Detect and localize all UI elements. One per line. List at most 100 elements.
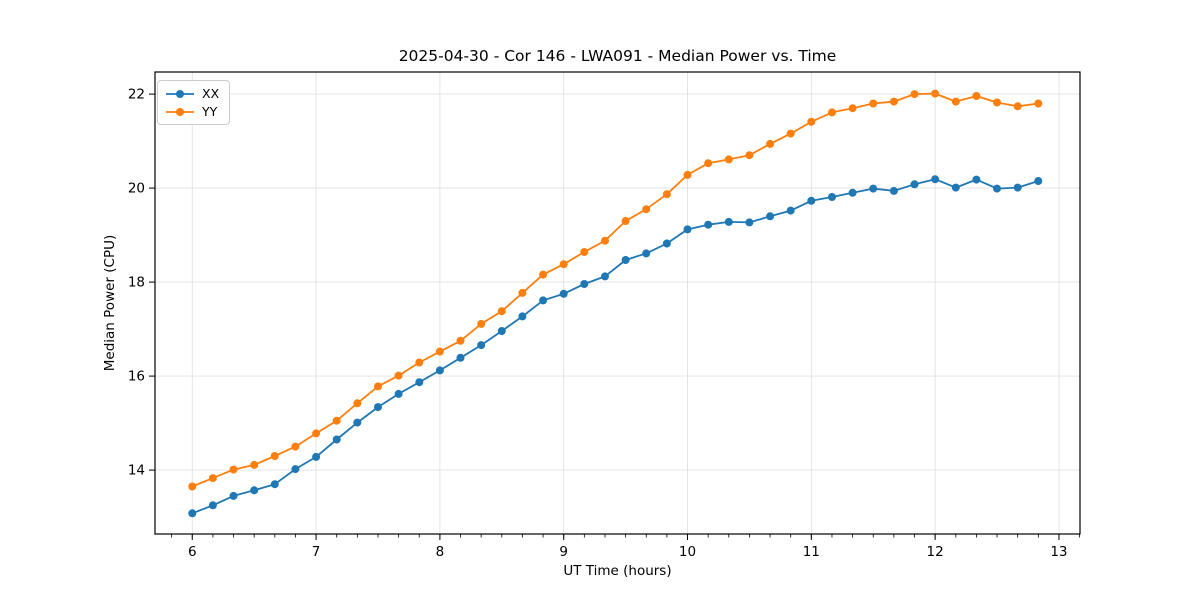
data-point-xx bbox=[312, 452, 321, 461]
data-point-yy bbox=[539, 270, 548, 279]
chart-title: 2025-04-30 - Cor 146 - LWA091 - Median P… bbox=[398, 47, 837, 65]
data-point-yy bbox=[662, 190, 671, 199]
data-point-yy bbox=[374, 382, 382, 391]
data-point-xx bbox=[889, 186, 898, 195]
data-point-xx bbox=[497, 327, 506, 335]
legend-label-xx: XX bbox=[202, 86, 220, 101]
data-point-xx bbox=[188, 509, 197, 518]
data-point-xx bbox=[910, 180, 919, 189]
data-point-xx bbox=[786, 206, 795, 215]
x-tick-label: 10 bbox=[679, 544, 696, 560]
data-point-xx bbox=[766, 212, 775, 221]
data-point-yy bbox=[1013, 102, 1022, 111]
data-point-xx bbox=[683, 225, 692, 234]
data-point-yy bbox=[642, 205, 651, 214]
data-point-yy bbox=[188, 482, 197, 491]
data-point-xx bbox=[1034, 177, 1043, 185]
data-point-xx bbox=[848, 188, 857, 197]
data-point-yy bbox=[601, 236, 609, 245]
x-tick-label: 7 bbox=[312, 544, 321, 560]
legend-label-yy: YY bbox=[202, 104, 218, 119]
data-point-xx bbox=[456, 353, 465, 362]
x-tick-label: 9 bbox=[559, 544, 568, 560]
legend-line-marker-yy-icon bbox=[166, 107, 194, 116]
data-point-xx bbox=[580, 280, 589, 288]
data-point-yy bbox=[931, 89, 940, 98]
series-yy bbox=[188, 89, 1043, 491]
data-point-xx bbox=[270, 480, 279, 489]
y-ticks: 14 16 18 20 22 bbox=[128, 87, 155, 479]
x-tick-label: 13 bbox=[1050, 544, 1067, 560]
y-tick-label: 14 bbox=[128, 463, 145, 479]
data-point-xx bbox=[931, 175, 940, 184]
data-point-xx bbox=[828, 193, 836, 201]
data-point-yy bbox=[518, 288, 527, 297]
data-point-xx bbox=[332, 435, 341, 444]
data-point-yy bbox=[580, 248, 589, 256]
x-ticks: 6 7 8 9 10 11 12 13 bbox=[188, 534, 1068, 560]
data-point-yy bbox=[704, 159, 713, 168]
x-axis-label: UT Time (hours) bbox=[563, 563, 672, 579]
data-point-yy bbox=[208, 474, 217, 483]
y-tick-label: 18 bbox=[128, 275, 145, 291]
data-point-yy bbox=[807, 117, 816, 126]
data-point-xx bbox=[951, 183, 960, 192]
data-point-yy bbox=[353, 399, 362, 408]
x-tick-label: 8 bbox=[436, 544, 445, 560]
data-point-xx bbox=[621, 256, 630, 264]
y-axis-label: Median Power (CPU) bbox=[102, 234, 118, 372]
data-point-yy bbox=[250, 460, 259, 469]
plot-border bbox=[154, 71, 1081, 535]
data-point-yy bbox=[270, 452, 279, 460]
data-point-xx bbox=[291, 465, 300, 474]
data-point-xx bbox=[724, 217, 733, 226]
x-tick-label: 11 bbox=[803, 544, 820, 560]
data-point-yy bbox=[869, 99, 878, 108]
y-tick-label: 16 bbox=[128, 369, 145, 385]
data-point-xx bbox=[704, 220, 713, 229]
data-point-yy bbox=[828, 108, 836, 117]
series-xx bbox=[188, 175, 1043, 518]
data-point-yy bbox=[972, 92, 981, 100]
data-point-xx bbox=[993, 184, 1001, 193]
data-point-xx bbox=[374, 403, 382, 412]
gridlines bbox=[155, 72, 1080, 534]
data-point-xx bbox=[415, 378, 424, 387]
data-point-yy bbox=[766, 139, 775, 148]
data-point-xx bbox=[869, 184, 878, 193]
data-point-xx bbox=[353, 418, 362, 427]
data-point-yy bbox=[435, 347, 444, 356]
data-point-yy bbox=[993, 98, 1001, 107]
data-point-yy bbox=[497, 307, 506, 316]
y-tick-label: 22 bbox=[128, 87, 145, 103]
x-tick-label: 12 bbox=[927, 544, 944, 560]
data-point-xx bbox=[394, 389, 403, 398]
data-point-xx bbox=[972, 175, 981, 184]
data-point-yy bbox=[477, 319, 486, 328]
data-point-xx bbox=[539, 296, 548, 305]
legend-line-marker-xx-icon bbox=[166, 89, 194, 98]
data-point-xx bbox=[642, 249, 651, 258]
legend-item-xx: XX bbox=[165, 86, 219, 101]
data-point-xx bbox=[435, 366, 444, 375]
data-point-yy bbox=[1034, 99, 1043, 108]
data-point-yy bbox=[332, 416, 341, 425]
data-point-yy bbox=[910, 90, 919, 99]
data-point-yy bbox=[745, 151, 754, 160]
data-point-xx bbox=[559, 289, 568, 298]
legend-item-yy: YY bbox=[165, 104, 219, 119]
data-point-xx bbox=[745, 218, 754, 227]
data-point-yy bbox=[683, 170, 692, 179]
data-point-yy bbox=[951, 97, 960, 106]
data-point-yy bbox=[415, 358, 424, 367]
y-tick-label: 20 bbox=[128, 181, 145, 197]
data-point-yy bbox=[229, 465, 238, 474]
data-point-xx bbox=[807, 196, 816, 205]
data-point-yy bbox=[394, 371, 403, 380]
data-point-xx bbox=[477, 341, 486, 350]
data-point-yy bbox=[848, 104, 857, 113]
data-point-xx bbox=[208, 501, 217, 510]
data-point-yy bbox=[786, 129, 795, 138]
